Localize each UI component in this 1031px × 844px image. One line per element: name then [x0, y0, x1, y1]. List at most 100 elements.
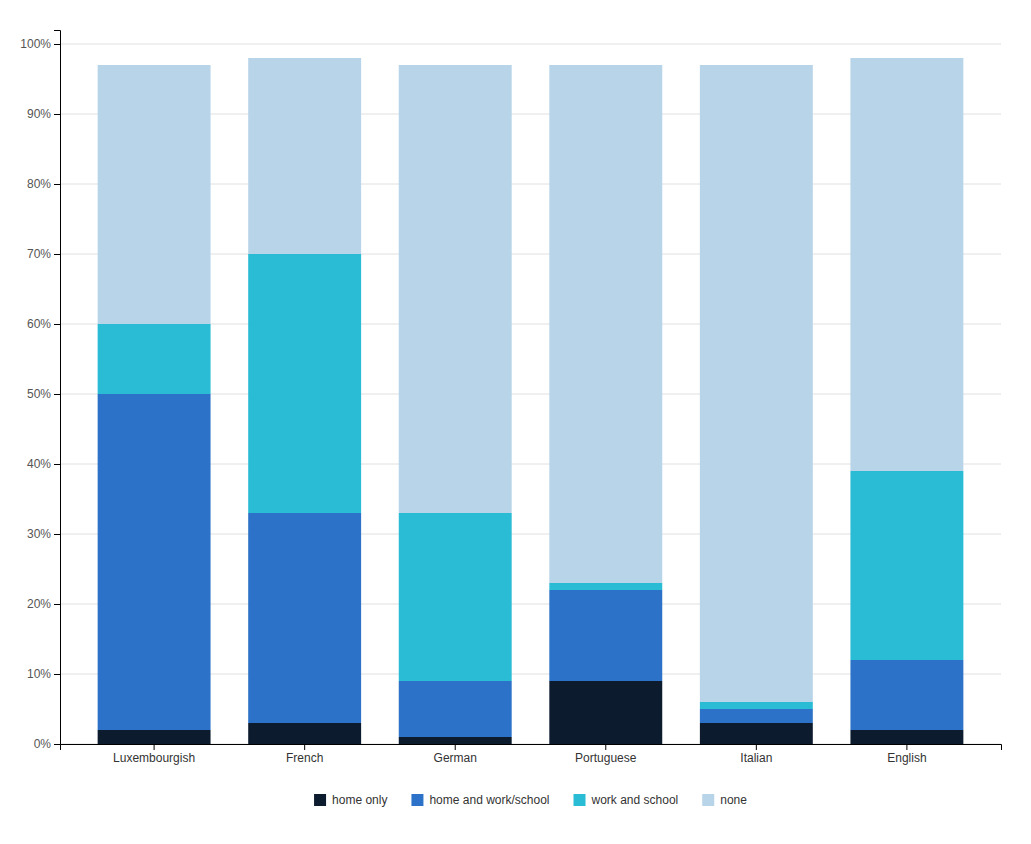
- x-tick: English: [887, 744, 926, 765]
- bar-segment: [700, 709, 813, 723]
- legend-item: none: [702, 793, 747, 807]
- legend-item: work and school: [574, 793, 679, 807]
- bar-segment: [399, 737, 512, 744]
- legend-label: none: [720, 793, 747, 807]
- bar-segment: [549, 583, 662, 590]
- y-tick-label: 90%: [27, 107, 51, 121]
- bar-segment: [700, 723, 813, 744]
- legend-swatch: [574, 794, 586, 806]
- bar-segment: [98, 65, 211, 324]
- chart: 0% 10% 20% 30% 40% 50% 60% 70% 80% 90% 100% Luxembo…: [0, 0, 1031, 844]
- series: [98, 394, 964, 737]
- x-axis-line: [61, 745, 1002, 751]
- y-tick-mark: [54, 674, 60, 675]
- bar-segment: [700, 702, 813, 709]
- legend-label: home and work/school: [429, 793, 549, 807]
- series: [98, 58, 964, 702]
- legend-label: work and school: [591, 793, 679, 807]
- y-tick-mark: [54, 534, 60, 535]
- legend-swatch: [702, 794, 714, 806]
- y-tick: 70%: [27, 247, 60, 261]
- legend-item: home and work/school: [411, 793, 549, 807]
- bar-segment: [399, 681, 512, 737]
- y-tick-label: 80%: [27, 177, 51, 191]
- x-tick-mark: [455, 744, 456, 750]
- plot: 0% 10% 20% 30% 40% 50% 60% 70% 80% 90% 100% Luxembo…: [20, 31, 1001, 765]
- legend-swatch: [411, 794, 423, 806]
- x-tick: Luxembourgish: [113, 744, 195, 765]
- y-tick: 10%: [27, 667, 60, 681]
- y-tick-label: 50%: [27, 387, 51, 401]
- series: [98, 681, 964, 744]
- y-tick-mark: [54, 464, 60, 465]
- y-tick-label: 70%: [27, 247, 51, 261]
- bar-segment: [549, 65, 662, 583]
- y-tick-label: 20%: [27, 597, 51, 611]
- x-tick-label: German: [434, 751, 477, 765]
- y-tick: 100%: [20, 37, 60, 51]
- bar-segment: [850, 730, 963, 744]
- y-tick-label: 0%: [34, 737, 52, 751]
- y-tick: 80%: [27, 177, 60, 191]
- bar-segment: [850, 660, 963, 730]
- x-tick-label: English: [887, 751, 926, 765]
- bar-segment: [549, 681, 662, 744]
- x-tick-label: Portuguese: [575, 751, 637, 765]
- legend-swatch: [314, 794, 326, 806]
- bar-segment: [98, 730, 211, 744]
- bar-segment: [248, 513, 361, 723]
- y-tick: 50%: [27, 387, 60, 401]
- bar-segment: [248, 254, 361, 513]
- x-tick: German: [434, 744, 477, 765]
- bar-segment: [248, 58, 361, 254]
- y-tick-label: 10%: [27, 667, 51, 681]
- series: [98, 254, 964, 709]
- bars: [98, 58, 964, 744]
- x-tick-mark: [906, 744, 907, 750]
- bar-segment: [700, 65, 813, 702]
- y-tick-label: 60%: [27, 317, 51, 331]
- legend: home only home and work/school work and sc…: [314, 793, 747, 807]
- legend-label: home only: [332, 793, 387, 807]
- y-tick: 40%: [27, 457, 60, 471]
- y-tick-label: 40%: [27, 457, 51, 471]
- x-tick-label: Luxembourgish: [113, 751, 195, 765]
- y-tick-mark: [54, 604, 60, 605]
- x-tick-mark: [154, 744, 155, 750]
- x-tick: Portuguese: [575, 744, 637, 765]
- y-tick-mark: [54, 744, 60, 745]
- y-tick-label: 100%: [20, 37, 51, 51]
- bar-segment: [399, 65, 512, 513]
- y-tick-mark: [54, 254, 60, 255]
- x-tick: Italian: [740, 744, 772, 765]
- y-tick: 60%: [27, 317, 60, 331]
- x-tick-label: Italian: [740, 751, 772, 765]
- x-tick-mark: [304, 744, 305, 750]
- x-tick-mark: [756, 744, 757, 750]
- x-axis: Luxembourgish French German Portuguese Itali…: [61, 744, 1002, 765]
- y-tick-label: 30%: [27, 527, 51, 541]
- y-tick-mark: [54, 44, 60, 45]
- y-tick: 20%: [27, 597, 60, 611]
- x-tick: French: [286, 744, 323, 765]
- y-tick: 90%: [27, 107, 60, 121]
- y-axis: 0% 10% 20% 30% 40% 50% 60% 70% 80% 90% 100%: [20, 31, 60, 752]
- y-tick: 30%: [27, 527, 60, 541]
- bar-segment: [549, 590, 662, 681]
- grid-line: [60, 44, 1001, 45]
- y-tick-mark: [54, 324, 60, 325]
- bar-segment: [850, 471, 963, 660]
- x-tick-mark: [605, 744, 606, 750]
- bar-segment: [850, 58, 963, 471]
- bar-segment: [98, 394, 211, 730]
- bar-segment: [98, 324, 211, 394]
- y-tick: 0%: [34, 737, 60, 751]
- bar-segment: [399, 513, 512, 681]
- grid: [60, 44, 1001, 744]
- y-tick-mark: [54, 184, 60, 185]
- y-tick-mark: [54, 394, 60, 395]
- legend-item: home only: [314, 793, 387, 807]
- y-tick-mark: [54, 114, 60, 115]
- x-tick-label: French: [286, 751, 323, 765]
- y-axis-line: [54, 31, 61, 745]
